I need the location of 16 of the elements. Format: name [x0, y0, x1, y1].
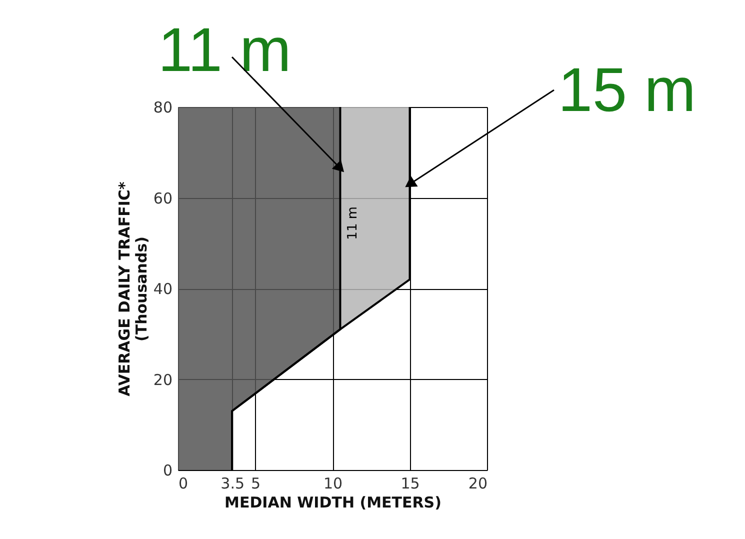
x-tick-label: 20: [468, 474, 488, 492]
y-tick-label: 60: [153, 189, 172, 208]
annotation: 11 m: [158, 16, 292, 85]
x-tick-label: 0: [178, 474, 188, 492]
x-tick-label: 10: [323, 474, 343, 492]
x-tick-label: 15: [400, 474, 420, 492]
y-tick-label: 40: [153, 280, 172, 298]
y-tick-label: 20: [153, 370, 172, 389]
y-tick-label: 0: [162, 462, 172, 480]
y-tick-label: 80: [153, 98, 172, 116]
x-tick-label: 3.5: [220, 474, 245, 492]
annotation: 11 m: [346, 206, 361, 240]
x-axis-title: MEDIAN WIDTH (METERS): [224, 494, 442, 512]
x-tick-label: 5: [250, 474, 261, 492]
annotation: 15 m: [558, 56, 696, 125]
y-axis-title: AVERAGE DAILY TRAFFIC* (Thousands): [115, 182, 150, 396]
